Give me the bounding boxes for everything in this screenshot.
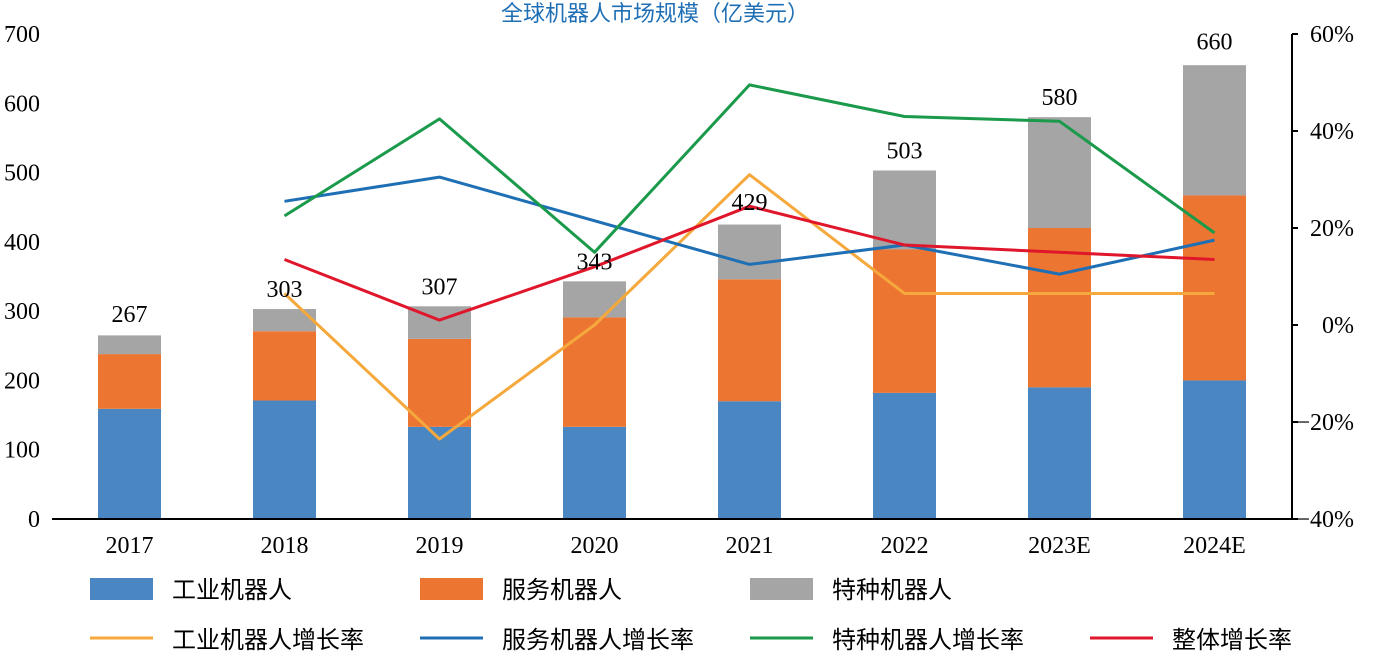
y-right-tick-label: 0% [1322, 313, 1354, 339]
bar-2019-series-1 [408, 338, 471, 427]
y-left-tick-label: 500 [4, 161, 40, 187]
bar-2017-series-1 [98, 354, 161, 409]
legend-label: 服务机器人 [502, 576, 622, 604]
bar-2022-series-1 [873, 249, 936, 393]
bar-2017-series-0 [98, 408, 161, 519]
x-tick-label: 2018 [261, 533, 309, 559]
chart-title: 全球机器人市场规模（亿美元） [501, 2, 809, 27]
bar-2023E-series-2 [1028, 117, 1091, 228]
total-label: 267 [112, 302, 148, 328]
x-tick-label: 2021 [726, 533, 774, 559]
y-left-tick-label: 200 [4, 368, 40, 394]
axes: 0 100 200 300 400 500 600 700 60% 40% 20% 0% −20% −40… [4, 22, 1354, 559]
legend-label: 服务机器人增长率 [502, 626, 694, 654]
legend-swatch-1 [420, 578, 483, 600]
bar-2017-series-2 [98, 335, 161, 355]
bar-2022-series-0 [873, 392, 936, 519]
y-right-tick-label: −20% [1296, 410, 1354, 436]
y-right-tick-label: 20% [1310, 216, 1354, 242]
bar-2018-series-1 [253, 331, 316, 401]
legend-label: 特种机器人增长率 [832, 626, 1024, 654]
x-tick-label: 2022 [881, 533, 929, 559]
bar-2021-series-1 [718, 279, 781, 402]
y-left-tick-label: 300 [4, 299, 40, 325]
growth-line-3 [283, 204, 1215, 322]
bar-2020-series-1 [563, 317, 626, 427]
legend-label: 工业机器人增长率 [172, 626, 364, 654]
bar-2024E-series-0 [1183, 380, 1246, 519]
bar-2021-series-0 [718, 401, 781, 519]
y-left-tick-label: 0 [28, 507, 40, 533]
y-right-tick-label: 40% [1310, 119, 1354, 145]
bar-2021-series-2 [718, 224, 781, 280]
total-label: 580 [1042, 85, 1078, 111]
x-tick-label: 2023E [1028, 533, 1091, 559]
bar-2018-series-0 [253, 400, 316, 519]
growth-line-1 [284, 175, 1215, 276]
growth-line-0 [283, 173, 1215, 441]
growth-lines [283, 83, 1216, 441]
bar-2022-series-2 [873, 170, 936, 250]
x-tick-label: 2017 [106, 533, 154, 559]
bar-2020-series-0 [563, 426, 626, 519]
x-tick-label: 2019 [416, 533, 464, 559]
bar-2018-series-2 [253, 309, 316, 332]
bar-2019-series-0 [408, 426, 471, 519]
x-tick-label: 2024E [1183, 533, 1246, 559]
growth-line-2 [283, 83, 1216, 254]
y-right-tick-label: −40% [1296, 507, 1354, 533]
bar-2020-series-2 [563, 281, 626, 318]
legend-swatch-2 [750, 578, 813, 600]
bar-2023E-series-0 [1028, 387, 1091, 519]
legend-swatch-0 [90, 578, 153, 600]
y-left-tick-label: 600 [4, 91, 40, 117]
total-labels: 267 303 307 343 429 503 580 660 [112, 30, 1233, 328]
total-label: 303 [267, 277, 303, 303]
total-label: 307 [422, 274, 458, 300]
total-label: 429 [732, 190, 768, 216]
y-left-tick-label: 400 [4, 230, 40, 256]
bar-2024E-series-1 [1183, 195, 1246, 381]
bar-group [98, 65, 1246, 519]
total-label: 503 [887, 138, 923, 164]
legend-label: 整体增长率 [1172, 626, 1292, 654]
legend-label: 工业机器人 [172, 576, 292, 604]
legend-label: 特种机器人 [832, 576, 952, 604]
y-left-tick-label: 700 [4, 22, 40, 48]
x-tick-label: 2020 [571, 533, 619, 559]
y-right-tick-label: 60% [1310, 22, 1354, 48]
y-left-tick-label: 100 [4, 438, 40, 464]
total-label: 343 [577, 249, 613, 275]
bar-2024E-series-2 [1183, 65, 1246, 196]
total-label: 660 [1197, 30, 1233, 56]
